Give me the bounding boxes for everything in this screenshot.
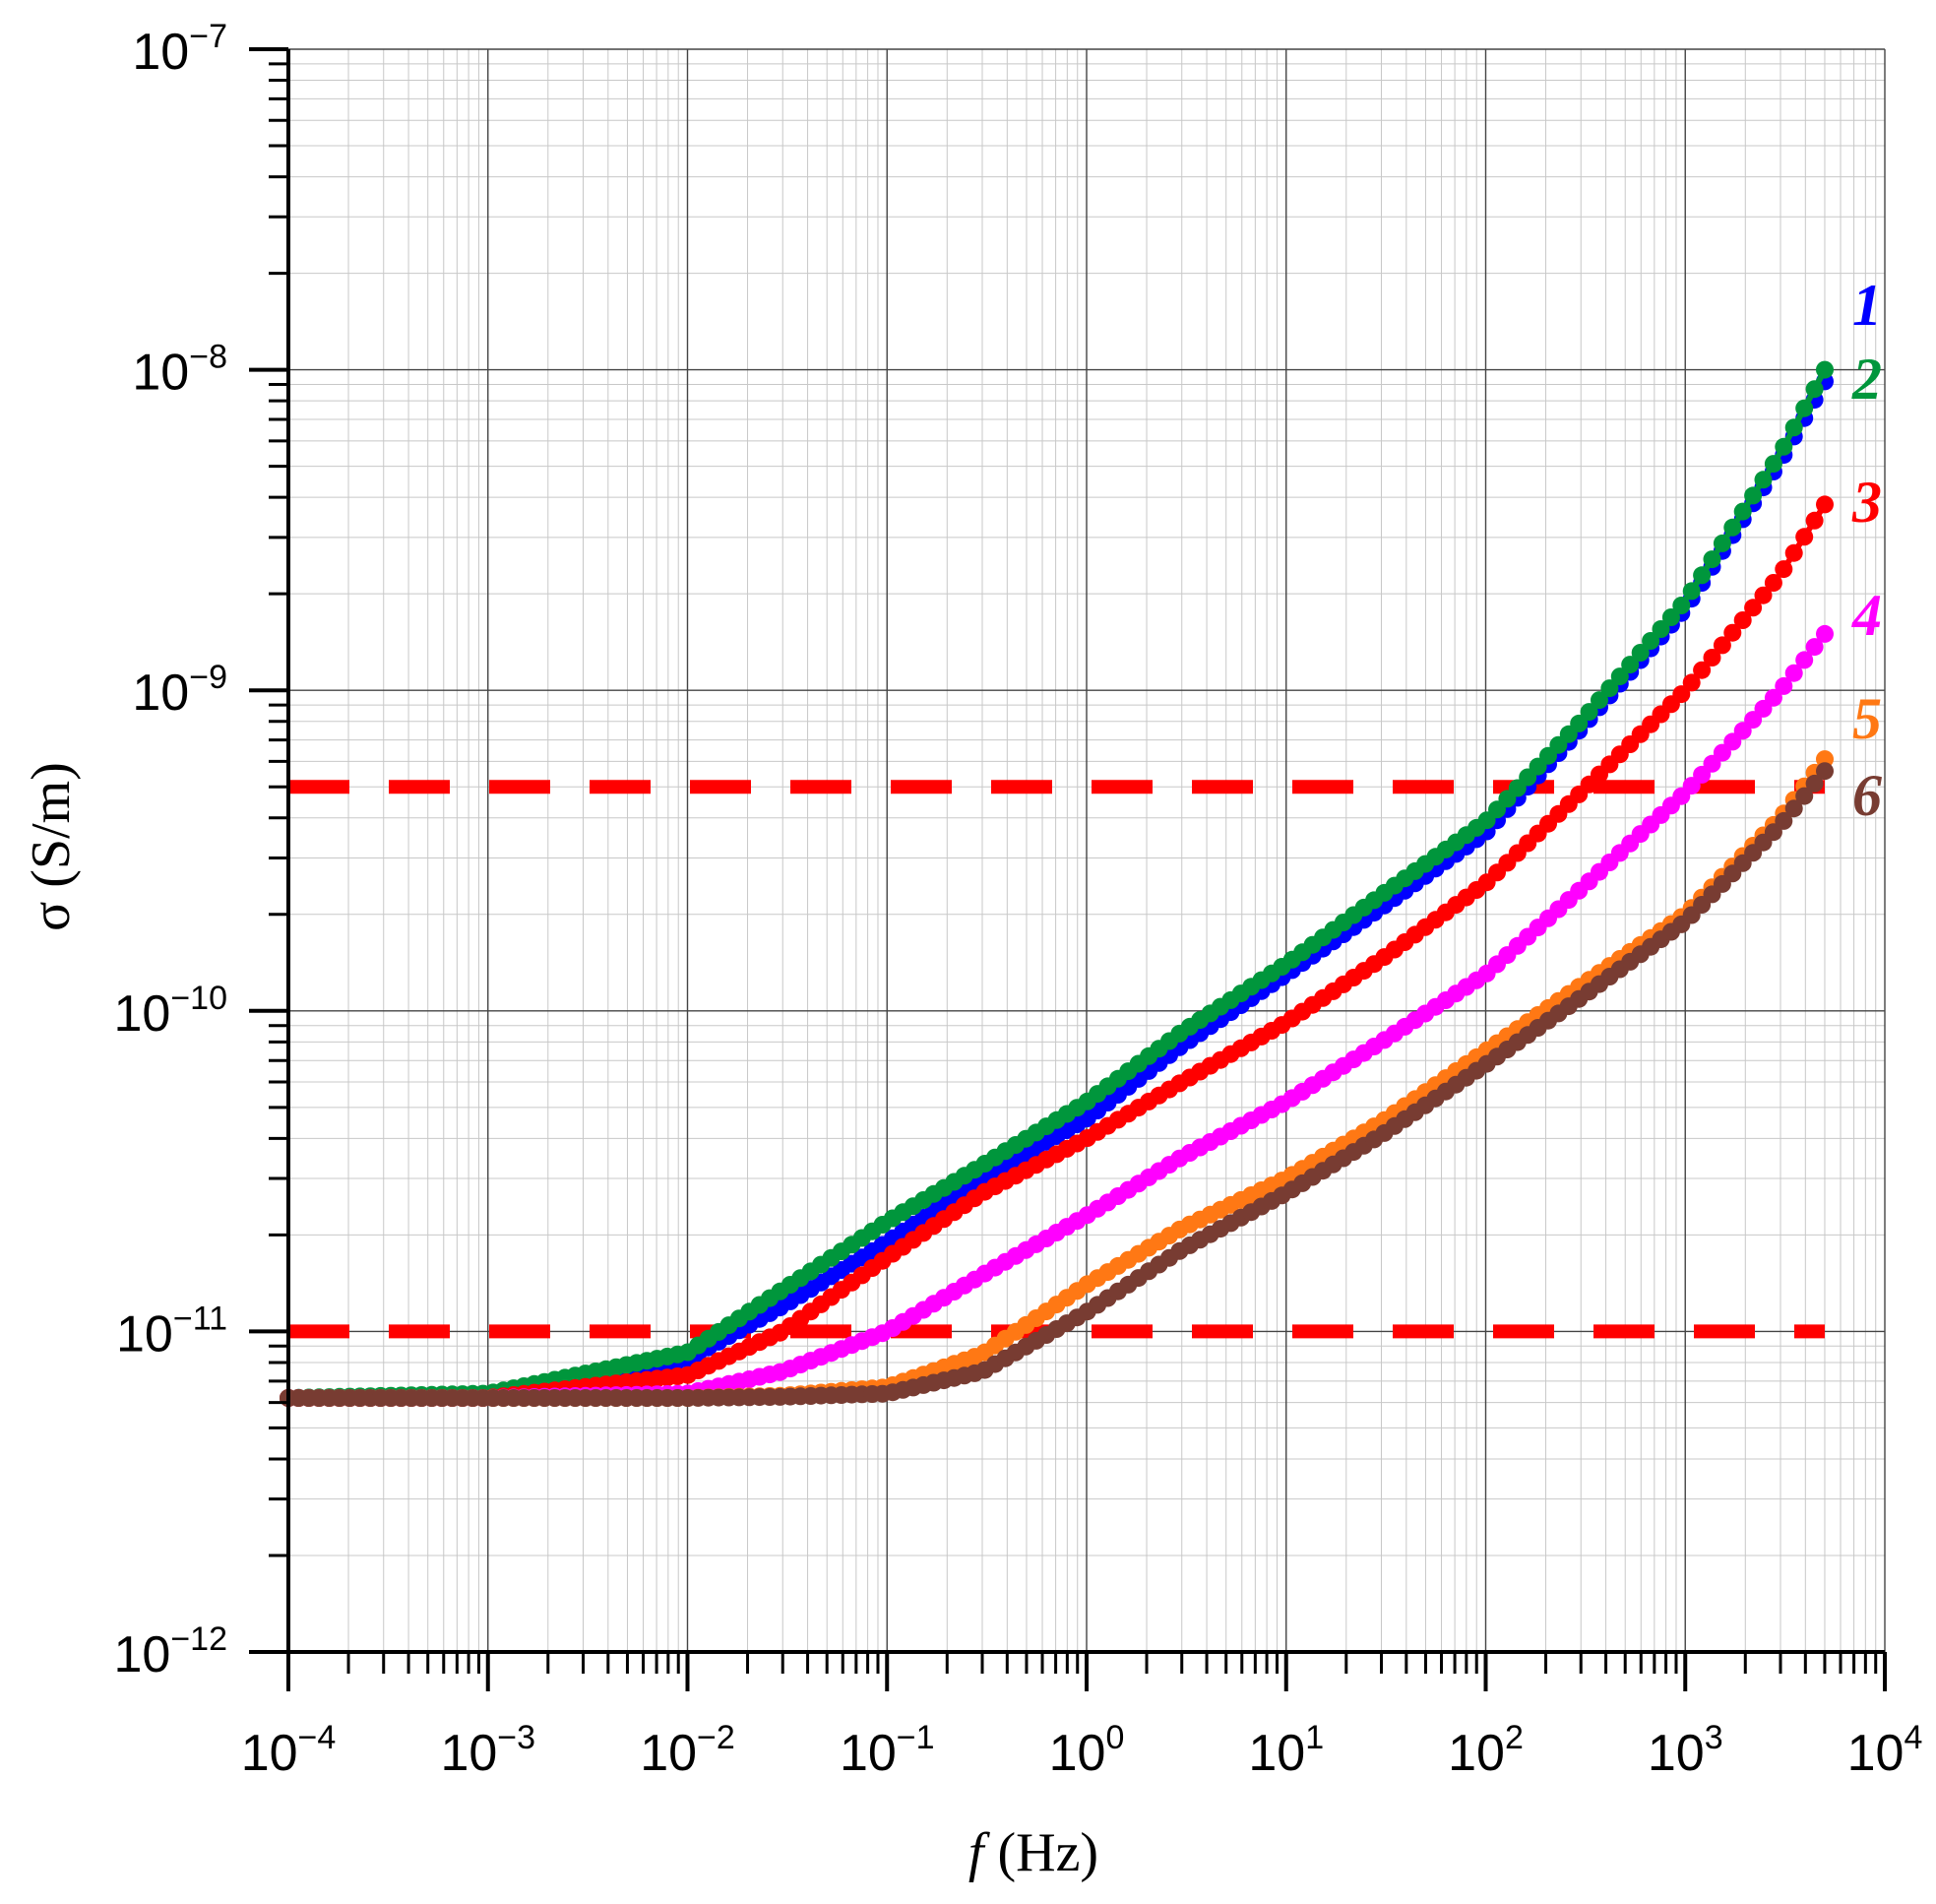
series-4-point [1784,664,1803,682]
series-2-point [1591,691,1608,710]
x-tick-label: 10−3 [440,1719,535,1782]
curve-label-2: 2 [1851,347,1882,412]
series-3-point [1693,661,1712,679]
series-2 [280,360,1834,1407]
y-tick-label: 10−9 [132,659,227,722]
series-4-point [1805,638,1824,657]
series-3-point [1723,623,1742,642]
series-2-point [1795,399,1814,417]
series-3-point [1733,611,1752,629]
series-3-point [1805,511,1824,530]
series-5 [280,750,1834,1407]
x-tick-label: 10−2 [640,1719,735,1782]
series-2-point [1672,597,1691,614]
series-6 [280,762,1834,1407]
series-2-point [1723,518,1742,537]
series-2-point [1775,437,1793,456]
series-2-point [1784,418,1803,437]
major-grid [287,48,1886,1653]
series-4-point [1775,676,1793,695]
series-6-point [1775,811,1793,830]
series-3-point [1795,528,1814,546]
series-3-point [1703,649,1721,666]
series-2-point [1580,703,1598,722]
series-3-point [1764,574,1782,592]
reference-lines [288,780,1825,1339]
series-4 [280,624,1834,1407]
x-tick-label: 103 [1648,1719,1723,1782]
series-6-point [1816,762,1834,781]
y-tick-label: 10−12 [113,1620,227,1683]
series-2-point [1661,608,1680,626]
y-axis-title: σ (S/m) [21,762,82,931]
series-6-point [1805,774,1824,793]
y-tick-label: 10−8 [132,339,227,402]
series-3-point [1784,543,1803,562]
series-2-point [1805,380,1824,399]
series-6-point [1795,787,1814,805]
series-2-point [1600,679,1619,698]
series-3-point [1672,685,1691,704]
curve-label-4: 4 [1851,583,1882,648]
series-3-point [1754,586,1773,604]
series-2-point [1610,667,1629,686]
y-tick-label: 10−11 [116,1300,227,1363]
series-4-point [1795,651,1814,669]
series-2-point [1642,632,1660,650]
curve-label-1: 1 [1852,273,1882,338]
series-layer [280,360,1834,1407]
y-tick-label: 10−10 [113,980,227,1043]
series-4-line [288,632,1828,1401]
series-3-line [288,502,1828,1401]
series-1-line [287,379,1828,1401]
axes [249,47,1887,1691]
series-6-point [1784,799,1803,818]
x-tick-label: 104 [1847,1719,1923,1782]
x-tick-label: 101 [1248,1719,1324,1782]
series-2-point [1764,455,1782,474]
series-2-point [1703,550,1721,569]
series-2-point [1570,714,1589,732]
curve-label-3: 3 [1851,470,1882,535]
curve-labels: 1 2 3 4 5 6 [1851,273,1882,828]
tick-labels: 10−4 10−3 10−2 10−1 100 101 102 103 104 10−12 10−1… [113,18,1922,1782]
series-3 [280,495,1834,1407]
x-axis-title: f (Hz) [968,1822,1098,1883]
x-tick-label: 10−1 [840,1719,935,1782]
x-tick-label: 102 [1448,1719,1524,1782]
series-2-point [1693,566,1712,585]
series-2-point [1621,656,1640,674]
series-2-point [1754,471,1773,489]
curve-label-5: 5 [1852,686,1882,751]
series-2-point [1744,486,1763,505]
series-2-point [1652,620,1670,638]
series-6-point [1764,823,1782,842]
series-2-point [1631,644,1650,662]
x-tick-label: 10−4 [241,1719,337,1782]
series-4-point [1764,688,1782,707]
series-1 [280,372,1834,1407]
series-3-point [1713,636,1731,655]
series-3-point [1744,599,1763,617]
series-2-point [1713,534,1731,552]
series-4-point [1816,624,1834,643]
series-3-point [1816,495,1834,514]
x-tick-label: 100 [1049,1719,1125,1782]
series-2-point [1733,502,1752,521]
series-2-point [1816,360,1834,379]
series-3-point [1682,673,1701,692]
curve-label-6: 6 [1852,763,1882,828]
y-tick-label: 10−7 [132,18,227,81]
series-3-point [1775,560,1793,579]
series-2-point [1682,582,1701,601]
